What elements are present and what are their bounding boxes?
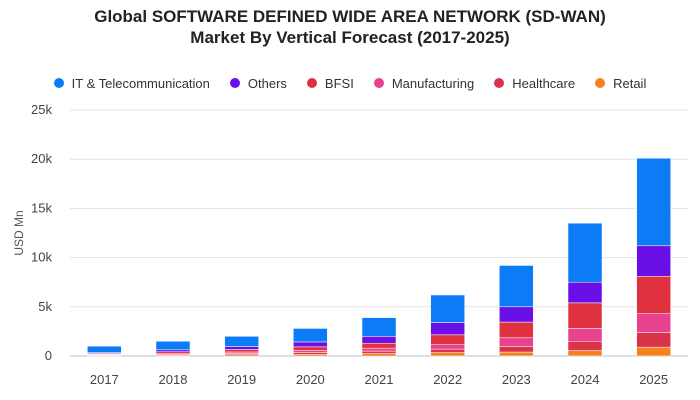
bar-healthcare-2021[interactable] (361, 350, 397, 354)
bar-retail-2020[interactable] (293, 353, 328, 357)
bar-others-2023[interactable] (499, 306, 534, 323)
chart-title-line-1: Global SOFTWARE DEFINED WIDE AREA NETWOR… (94, 7, 606, 26)
bar-bfsi-2023[interactable] (499, 321, 534, 339)
y-tick-label: 0 (45, 348, 52, 363)
y-tick-label: 10k (31, 250, 52, 265)
chart-title: Global SOFTWARE DEFINED WIDE AREA NETWOR… (0, 6, 700, 48)
legend-label: Others (247, 75, 287, 91)
bar-it-telecommunication-2017[interactable] (87, 345, 122, 353)
bar-it-telecommunication-2025[interactable] (636, 157, 671, 247)
bar-retail-2024[interactable] (567, 350, 603, 357)
bar-others-2021[interactable] (361, 336, 397, 344)
x-tick-label: 2020 (296, 372, 325, 387)
chart-legend: IT & Telecommunication Others BFSI Manufact… (0, 74, 700, 92)
bar-it-telecommunication-2021[interactable] (361, 317, 397, 337)
legend-label: IT & Telecommunication (71, 75, 210, 91)
y-tick-label: 25k (31, 102, 52, 117)
bar-it-telecommunication-2022[interactable] (430, 294, 465, 323)
bar-bfsi-2024[interactable] (567, 302, 603, 329)
bar-retail-2022[interactable] (430, 352, 465, 357)
bar-it-telecommunication-2020[interactable] (293, 328, 328, 343)
bar-manufacturing-2024[interactable] (567, 328, 603, 342)
legend-swatch (595, 78, 606, 88)
chart-title-line-2: Market By Vertical Forecast (2017-2025) (190, 28, 510, 47)
legend-label: Manufacturing (391, 75, 475, 91)
legend-swatch (306, 78, 317, 88)
bar-it-telecommunication-2023[interactable] (499, 265, 534, 308)
bar-bfsi-2020[interactable] (293, 346, 328, 351)
bar-others-2018[interactable] (155, 349, 191, 353)
bar-manufacturing-2025[interactable] (636, 313, 671, 333)
x-tick-label: 2017 (90, 372, 119, 387)
y-tick-label: 20k (31, 151, 52, 166)
bar-healthcare-2022[interactable] (430, 348, 465, 353)
legend-swatch (53, 78, 64, 88)
bar-others-2020[interactable] (293, 341, 328, 348)
bar-manufacturing-2022[interactable] (430, 344, 465, 350)
x-tick-label: 2023 (502, 372, 531, 387)
legend-item-bfsi[interactable]: BFSI (306, 75, 354, 91)
bar-bfsi-2022[interactable] (430, 334, 465, 345)
bar-others-2024[interactable] (567, 281, 603, 304)
bar-retail-2021[interactable] (361, 353, 397, 357)
legend-swatch (494, 78, 505, 88)
bar-manufacturing-2021[interactable] (361, 347, 397, 352)
x-tick-label: 2025 (639, 372, 668, 387)
legend-item-retail[interactable]: Retail (595, 76, 646, 91)
x-tick-label: 2021 (365, 372, 394, 387)
legend-label: Retail (613, 75, 647, 91)
bar-healthcare-2023[interactable] (499, 346, 534, 353)
legend-item-manufacturing[interactable]: Manufacturing (373, 75, 475, 91)
bar-manufacturing-2020[interactable] (293, 350, 328, 353)
legend-label: Healthcare (512, 75, 576, 91)
bar-bfsi-2025[interactable] (636, 276, 671, 314)
bar-retail-2023[interactable] (499, 351, 534, 357)
bar-it-telecommunication-2018[interactable] (155, 340, 191, 351)
bar-healthcare-2020[interactable] (293, 352, 328, 355)
legend-label: BFSI (324, 75, 354, 91)
bar-others-2019[interactable] (224, 346, 259, 350)
legend-swatch (229, 78, 240, 88)
y-tick-label: 5k (38, 299, 52, 314)
legend-swatch (373, 78, 384, 88)
x-tick-label: 2018 (159, 372, 188, 387)
x-tick-label: 2022 (433, 372, 462, 387)
x-tick-label: 2024 (571, 372, 600, 387)
bar-it-telecommunication-2019[interactable] (224, 336, 259, 347)
y-tick-label: 15k (31, 200, 52, 215)
legend-item-others[interactable]: Others (229, 75, 287, 91)
bar-healthcare-2025[interactable] (636, 332, 671, 348)
y-axis-title: USD Mn (12, 210, 26, 255)
x-tick-label: 2019 (227, 372, 256, 387)
bar-healthcare-2024[interactable] (567, 340, 603, 351)
bar-retail-2025[interactable] (636, 346, 671, 357)
legend-item-healthcare[interactable]: Healthcare (494, 76, 575, 91)
bar-manufacturing-2023[interactable] (499, 337, 534, 347)
bar-others-2022[interactable] (430, 322, 465, 336)
legend-item-it-telecommunication[interactable]: IT & Telecommunication (53, 75, 210, 91)
bar-others-2025[interactable] (636, 245, 671, 277)
bar-bfsi-2021[interactable] (361, 342, 397, 349)
bar-bfsi-2019[interactable] (224, 349, 259, 353)
bar-it-telecommunication-2024[interactable] (567, 222, 603, 283)
